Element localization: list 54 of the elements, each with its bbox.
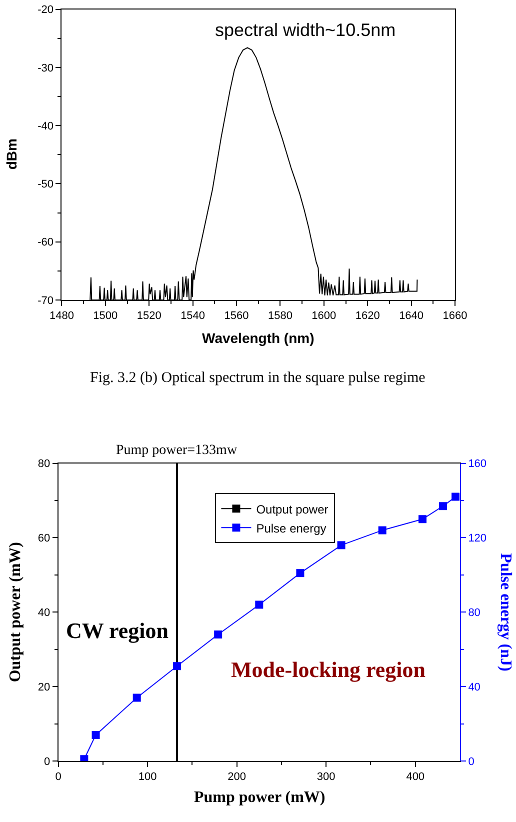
y-tick-label: -20 — [38, 4, 54, 16]
x-tick-label: 1520 — [136, 310, 162, 322]
x-tick-label: 1480 — [49, 310, 74, 322]
point — [452, 492, 460, 501]
x-tick-label: 1540 — [180, 310, 206, 322]
x-tick-label: 1640 — [399, 310, 424, 322]
point — [255, 600, 264, 609]
x-tick-label: 1620 — [355, 310, 380, 322]
annotation: Mode-locking region — [231, 657, 426, 682]
x-tick-label: 1500 — [93, 310, 118, 322]
y2-tick-label: 120 — [468, 532, 487, 545]
point — [337, 541, 346, 550]
x-tick-label: 200 — [228, 771, 246, 784]
y-tick-label: -70 — [38, 294, 54, 307]
caption: Fig. 3.2 (b) Optical spectrum in the square pulse regime — [90, 370, 426, 386]
point — [378, 526, 386, 534]
x-tick-label: 0 — [55, 771, 62, 784]
y-tick-label: 80 — [38, 458, 50, 470]
y2-tick-label: 160 — [468, 458, 487, 470]
y2-tick-label: 40 — [468, 681, 480, 694]
point — [418, 515, 427, 524]
annotation: spectral width~10.5nm — [215, 20, 396, 40]
x-tick-label: 1660 — [442, 310, 468, 322]
y-axis-title: dBm — [3, 138, 20, 170]
point — [214, 630, 222, 638]
point — [173, 662, 182, 670]
point — [296, 569, 304, 578]
x-tick-label: 1600 — [312, 310, 336, 322]
y-tick-label: -40 — [38, 120, 54, 132]
ref-line-label: Pump power=133mw — [116, 443, 238, 458]
y-tick-label: 40 — [38, 607, 50, 619]
y-tick-label: 20 — [38, 681, 50, 694]
y-tick-label: -50 — [38, 178, 54, 191]
x-axis-title: Pump power (mW) — [194, 789, 326, 806]
x-axis-title: Wavelength (nm) — [202, 330, 314, 346]
point — [439, 502, 448, 510]
y-tick-label: -30 — [38, 62, 54, 74]
y2-tick-label: 80 — [468, 607, 480, 619]
y2-axis-title: Pulse energy (nJ) — [497, 553, 514, 672]
y-tick-label: 60 — [38, 532, 50, 545]
legend-label: Pulse energy — [256, 521, 326, 536]
x-tick-label: 1580 — [268, 310, 292, 322]
y-tick-label: 0 — [44, 756, 50, 768]
x-tick-label: 300 — [316, 771, 336, 784]
annotation: CW region — [66, 618, 168, 643]
legend-label: Output power — [256, 502, 328, 516]
y-tick-label: -60 — [38, 236, 54, 249]
point — [92, 730, 100, 739]
x-tick-label: 1560 — [224, 310, 249, 322]
y-axis-title: Output power (mW) — [6, 542, 24, 682]
y2-tick-label: 0 — [468, 756, 474, 768]
x-tick-label: 400 — [406, 771, 425, 784]
point — [132, 694, 141, 702]
x-tick-label: 100 — [138, 771, 157, 784]
